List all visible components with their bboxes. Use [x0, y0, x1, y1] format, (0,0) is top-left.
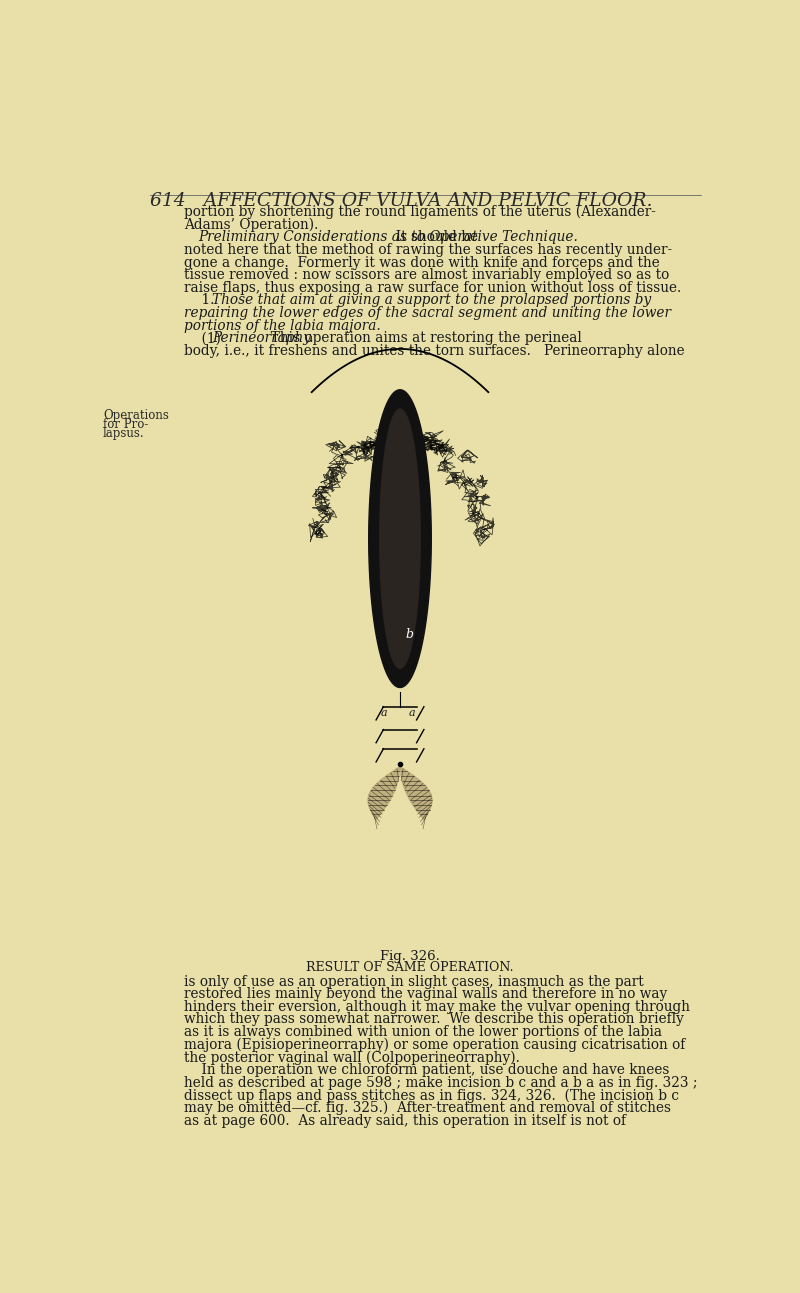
Text: repairing the lower edges of the sacral segment and uniting the lower: repairing the lower edges of the sacral … — [184, 306, 670, 321]
Text: lapsus.: lapsus. — [103, 427, 145, 440]
Text: RESULT OF SAME OPERATION.: RESULT OF SAME OPERATION. — [306, 961, 514, 974]
Polygon shape — [380, 409, 420, 668]
Text: as it is always combined with union of the lower portions of the labia: as it is always combined with union of t… — [184, 1025, 662, 1040]
Text: Those that aim at giving a support to the prolapsed portions by: Those that aim at giving a support to th… — [212, 294, 651, 308]
Polygon shape — [369, 389, 431, 688]
Text: held as described at page 598 ; make incision b c and a b a as in fig. 323 ;: held as described at page 598 ; make inc… — [184, 1076, 698, 1090]
Text: a: a — [380, 707, 386, 718]
Text: This operation aims at restoring the perineal: This operation aims at restoring the per… — [262, 331, 582, 345]
Text: gone a change.  Formerly it was done with knife and forceps and the: gone a change. Formerly it was done with… — [184, 256, 659, 269]
Text: dissect up flaps and pass stitches as in figs. 324, 326.  (The incision b c: dissect up flaps and pass stitches as in… — [184, 1089, 678, 1103]
Text: tissue removed : now scissors are almost invariably employed so as to: tissue removed : now scissors are almost… — [184, 268, 669, 282]
Text: may be omitted—cf. fig. 325.)  After-treatment and removal of stitches: may be omitted—cf. fig. 325.) After-trea… — [184, 1102, 670, 1116]
Text: Perineorraphy.: Perineorraphy. — [212, 331, 314, 345]
Text: as at page 600.  As already said, this operation in itself is not of: as at page 600. As already said, this op… — [184, 1113, 626, 1127]
Text: for Pro-: for Pro- — [103, 418, 149, 431]
Text: which they pass somewhat narrower.  We describe this operation briefly: which they pass somewhat narrower. We de… — [184, 1012, 683, 1027]
Text: b: b — [405, 628, 413, 641]
Text: hinders their eversion, although it may make the vulvar opening through: hinders their eversion, although it may … — [184, 999, 690, 1014]
Text: (1): (1) — [184, 331, 225, 345]
Polygon shape — [400, 767, 432, 820]
Text: body, i.e., it freshens and unites the torn surfaces.   Perineorraphy alone: body, i.e., it freshens and unites the t… — [184, 344, 684, 358]
Text: It should be: It should be — [387, 230, 478, 244]
Text: noted here that the method of rawing the surfaces has recently under-: noted here that the method of rawing the… — [184, 243, 672, 257]
Text: Preliminary Considerations as to Operative Technique.: Preliminary Considerations as to Operati… — [198, 230, 578, 244]
Text: In the operation we chloroform patient, use douche and have knees: In the operation we chloroform patient, … — [184, 1063, 669, 1077]
Text: Fig. 326.: Fig. 326. — [380, 949, 440, 963]
Text: Adams’ Operation).: Adams’ Operation). — [184, 217, 318, 231]
Text: majora (Episioperineorraphy) or some operation causing cicatrisation of: majora (Episioperineorraphy) or some ope… — [184, 1038, 685, 1053]
Text: Operations: Operations — [103, 409, 169, 422]
Text: portion by shortening the round ligaments of the uterus (Alexander-: portion by shortening the round ligament… — [184, 206, 655, 220]
Text: portions of the labia majora.: portions of the labia majora. — [184, 319, 381, 332]
Polygon shape — [368, 767, 400, 820]
Text: raise flaps, thus exposing a raw surface for union without loss of tissue.: raise flaps, thus exposing a raw surface… — [184, 281, 681, 295]
Text: restored lies mainly beyond the vaginal walls and therefore in no way: restored lies mainly beyond the vaginal … — [184, 987, 667, 1001]
Text: the posterior vaginal wall (Colpoperineorraphy).: the posterior vaginal wall (Colpoperineo… — [184, 1050, 519, 1065]
Text: 1.: 1. — [184, 294, 223, 308]
Text: is only of use as an operation in slight cases, inasmuch as the part: is only of use as an operation in slight… — [184, 975, 643, 989]
Text: a: a — [409, 707, 415, 718]
Text: 614   AFFECTIONS OF VULVA AND PELVIC FLOOR.: 614 AFFECTIONS OF VULVA AND PELVIC FLOOR… — [150, 191, 652, 209]
